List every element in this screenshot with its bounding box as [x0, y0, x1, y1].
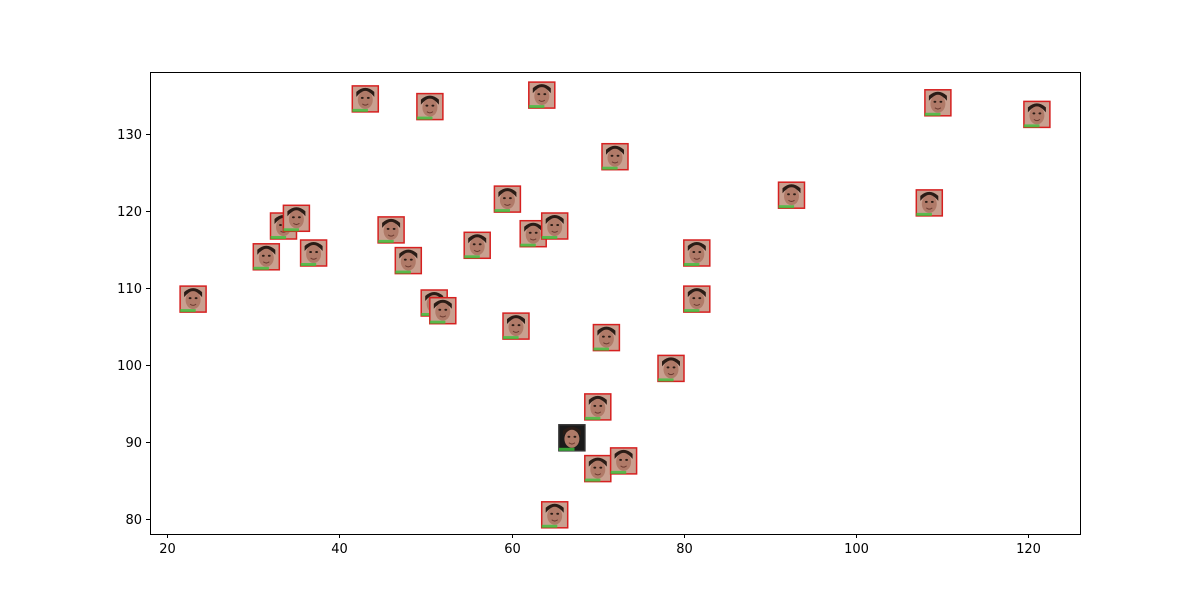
face-marker: [592, 323, 621, 352]
x-tick-label: 40: [331, 542, 348, 557]
face-marker: [394, 246, 423, 275]
points-layer: [179, 81, 1051, 529]
face-marker: [502, 312, 530, 340]
face-marker: [416, 92, 444, 121]
y-tick-label: 110: [117, 282, 142, 297]
y-tick-label: 100: [117, 359, 142, 374]
face-marker: [282, 204, 311, 233]
face-marker: [540, 212, 569, 240]
face-marker: [179, 285, 207, 313]
face-marker: [924, 89, 952, 117]
y-tick-label: 130: [117, 128, 142, 143]
face-marker: [657, 354, 685, 383]
face-marker: [777, 181, 806, 209]
x-tick-label: 60: [504, 542, 521, 557]
face-marker: [915, 189, 944, 217]
face-marker: [299, 239, 328, 267]
face-marker: [429, 296, 457, 325]
face-marker: [683, 239, 711, 267]
x-tick-label: 100: [844, 542, 869, 557]
face-marker: [601, 142, 629, 171]
face-marker: [377, 216, 405, 244]
plot-frame: [150, 72, 1081, 535]
ticks-layer: 20 40 60 80 100 120 80 90 100 110 120 130: [117, 128, 1041, 557]
y-tick-label: 90: [125, 436, 142, 451]
face-marker: [351, 85, 380, 113]
face-marker: [683, 285, 711, 313]
face-marker: [558, 424, 586, 452]
y-tick-label: 80: [125, 513, 142, 528]
face-marker: [609, 447, 638, 475]
x-tick-label: 120: [1016, 542, 1041, 557]
y-tick-label: 120: [117, 205, 142, 220]
x-tick-label: 20: [159, 542, 176, 557]
face-marker: [493, 185, 522, 213]
face-marker: [540, 501, 569, 529]
face-marker: [1023, 100, 1051, 129]
face-marker: [584, 454, 612, 483]
x-tick-label: 80: [676, 542, 693, 557]
face-marker: [584, 393, 612, 421]
face-marker: [252, 243, 281, 271]
face-marker: [528, 81, 556, 109]
face-marker: [463, 231, 491, 260]
